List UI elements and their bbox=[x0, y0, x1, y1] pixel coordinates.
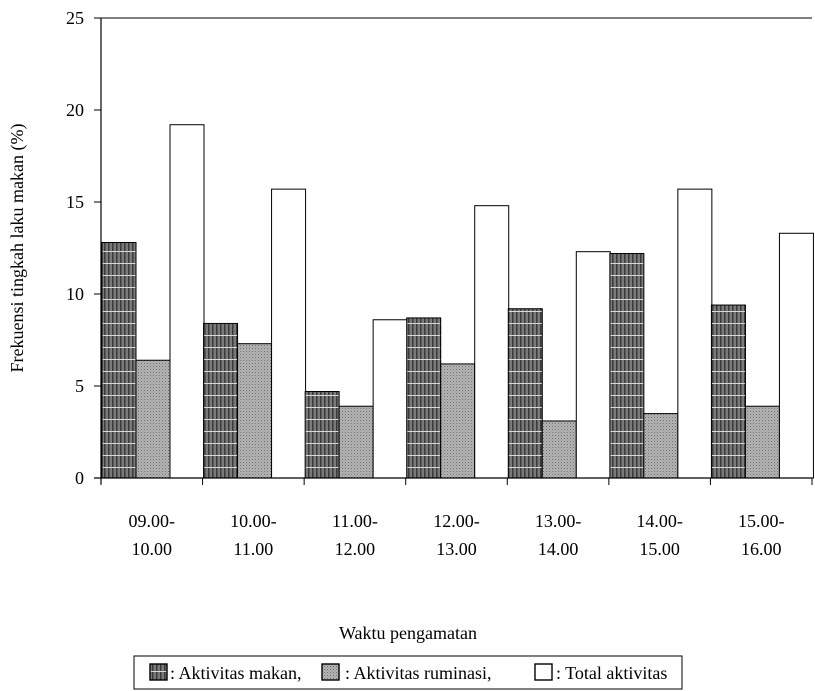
legend-label-2: : Aktivitas ruminasi, bbox=[345, 663, 492, 683]
x-tick-label: 15.00-16.00 bbox=[738, 511, 785, 559]
legend-swatch-1 bbox=[149, 663, 168, 681]
bar-2-4 bbox=[440, 363, 476, 479]
bar-1-5 bbox=[507, 308, 543, 479]
legend-swatch-2 bbox=[321, 663, 340, 681]
x-tick-label: 13.00-14.00 bbox=[535, 511, 582, 559]
bar-3-6 bbox=[677, 188, 713, 479]
y-tick-label: 20 bbox=[66, 100, 84, 120]
bar-1-7 bbox=[710, 304, 746, 479]
bar-3-4 bbox=[474, 205, 510, 479]
y-tick-label: 10 bbox=[66, 284, 84, 304]
bar-2-6 bbox=[643, 413, 679, 479]
x-tick-label: 10.00-11.00 bbox=[230, 511, 277, 559]
bar-2-3 bbox=[338, 405, 374, 479]
legend: : Aktivitas makan, : Aktivitas ruminasi,:… bbox=[133, 655, 683, 690]
y-tick-label: 15 bbox=[66, 192, 84, 212]
bar-2-7 bbox=[744, 405, 780, 479]
x-tick-label: 11.00-12.00 bbox=[332, 511, 378, 559]
bar-3-7 bbox=[778, 232, 814, 479]
legend-label-1: : Aktivitas makan, bbox=[170, 663, 301, 683]
y-tick-label: 25 bbox=[66, 8, 84, 28]
legend-swatch-3 bbox=[534, 663, 553, 681]
y-axis-title: Frekuensi tingkah laku makan (%) bbox=[7, 124, 28, 373]
y-tick-label: 5 bbox=[75, 376, 84, 396]
legend-label-3: : Total aktivitas bbox=[556, 663, 667, 683]
bar-3-3 bbox=[372, 319, 408, 479]
bar-1-2 bbox=[203, 322, 239, 479]
bar-3-1 bbox=[169, 124, 205, 479]
x-axis-title: Waktu pengamatan bbox=[339, 623, 477, 643]
bar-2-1 bbox=[135, 359, 171, 479]
bar-1-1 bbox=[101, 241, 137, 479]
bar-1-6 bbox=[609, 253, 645, 479]
x-tick-label: 12.00-13.00 bbox=[433, 511, 480, 559]
bar-2-5 bbox=[541, 420, 577, 479]
plot-area: 0 5 10 15 20 25 09.00-10.00 10.00-11.00 11.00-12… bbox=[7, 8, 814, 643]
x-tick-label: 14.00-15.00 bbox=[636, 511, 683, 559]
x-tick-label: 09.00-10.00 bbox=[129, 511, 176, 559]
bar-1-3 bbox=[304, 391, 340, 479]
legend-box bbox=[133, 655, 683, 690]
bar-3-5 bbox=[575, 251, 611, 479]
y-tick-label: 0 bbox=[75, 468, 84, 488]
bar-1-4 bbox=[406, 317, 442, 479]
bar-3-2 bbox=[271, 188, 307, 479]
bar-2-2 bbox=[237, 343, 273, 479]
